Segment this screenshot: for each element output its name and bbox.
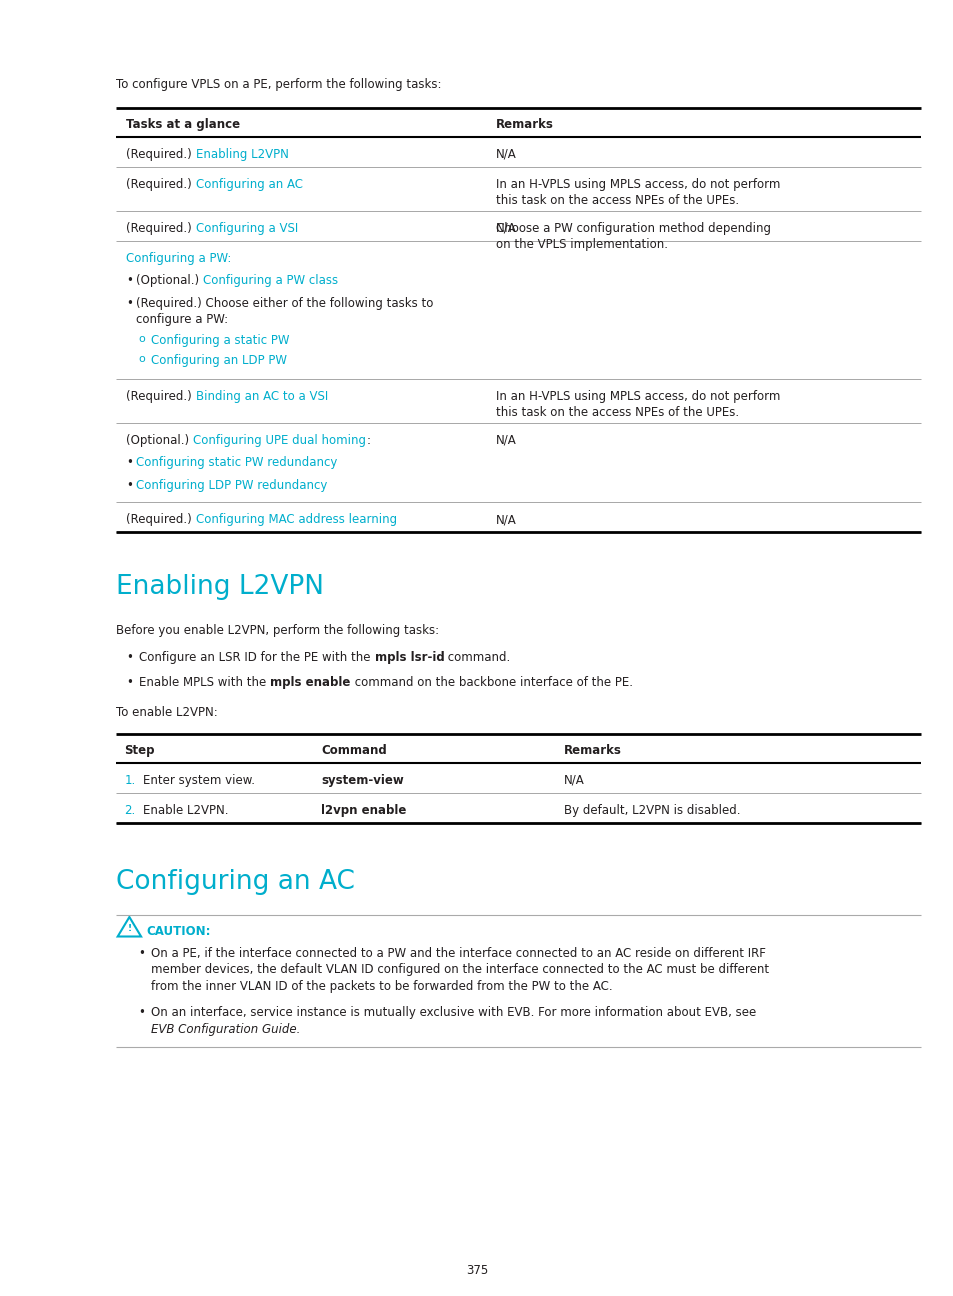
Text: on the VPLS implementation.: on the VPLS implementation. <box>496 238 668 251</box>
Text: (Required.) Choose either of the following tasks to: (Required.) Choose either of the followi… <box>136 297 434 310</box>
Text: Configuring a PW:: Configuring a PW: <box>126 251 232 264</box>
Text: Enable MPLS with the: Enable MPLS with the <box>139 677 270 689</box>
Text: To enable L2VPN:: To enable L2VPN: <box>116 706 218 719</box>
Text: Configuring UPE dual homing: Configuring UPE dual homing <box>193 434 366 447</box>
Text: •: • <box>126 275 133 288</box>
Text: EVB Configuration Guide.: EVB Configuration Guide. <box>152 1023 300 1036</box>
Text: mpls enable: mpls enable <box>270 677 351 689</box>
Text: o: o <box>138 334 145 343</box>
Text: Configuring an LDP PW: Configuring an LDP PW <box>152 355 287 368</box>
Text: Remarks: Remarks <box>563 744 621 757</box>
Text: 375: 375 <box>465 1265 488 1278</box>
Text: member devices, the default VLAN ID configured on the interface connected to the: member devices, the default VLAN ID conf… <box>152 963 769 976</box>
Text: In an H-VPLS using MPLS access, do not perform: In an H-VPLS using MPLS access, do not p… <box>496 390 780 403</box>
Text: N/A: N/A <box>563 774 584 787</box>
Text: CAUTION:: CAUTION: <box>146 925 211 938</box>
Text: Configuring LDP PW redundancy: Configuring LDP PW redundancy <box>136 480 328 492</box>
Text: •: • <box>126 677 133 689</box>
Text: To configure VPLS on a PE, perform the following tasks:: To configure VPLS on a PE, perform the f… <box>116 78 441 91</box>
Text: Binding an AC to a VSI: Binding an AC to a VSI <box>195 390 328 403</box>
Text: •: • <box>126 456 133 469</box>
Text: Configuring a VSI: Configuring a VSI <box>195 222 298 235</box>
Text: command on the backbone interface of the PE.: command on the backbone interface of the… <box>351 677 632 689</box>
Text: :: : <box>366 434 370 447</box>
Text: (Required.): (Required.) <box>126 178 195 191</box>
Text: Enabling L2VPN: Enabling L2VPN <box>195 148 289 161</box>
Text: Enabling L2VPN: Enabling L2VPN <box>116 574 324 600</box>
Text: !: ! <box>127 924 132 933</box>
Text: N/A: N/A <box>496 222 517 235</box>
Text: •: • <box>126 480 133 492</box>
Text: Tasks at a glance: Tasks at a glance <box>126 118 240 131</box>
Text: Enable L2VPN.: Enable L2VPN. <box>143 804 229 816</box>
Text: o: o <box>138 355 145 364</box>
Text: l2vpn enable: l2vpn enable <box>321 804 406 816</box>
Text: command.: command. <box>444 651 510 664</box>
Text: On an interface, service instance is mutually exclusive with EVB. For more infor: On an interface, service instance is mut… <box>152 1007 756 1020</box>
Text: (Required.): (Required.) <box>126 148 195 161</box>
Text: On a PE, if the interface connected to a PW and the interface connected to an AC: On a PE, if the interface connected to a… <box>152 947 765 960</box>
Text: Step: Step <box>124 744 154 757</box>
Text: Configuring an AC: Configuring an AC <box>116 870 355 896</box>
Text: 1.: 1. <box>124 774 135 787</box>
Text: Command: Command <box>321 744 387 757</box>
Text: •: • <box>126 651 133 664</box>
Text: Choose a PW configuration method depending: Choose a PW configuration method dependi… <box>496 222 771 235</box>
Text: (Optional.): (Optional.) <box>136 275 203 288</box>
Text: In an H-VPLS using MPLS access, do not perform: In an H-VPLS using MPLS access, do not p… <box>496 178 780 191</box>
Text: this task on the access NPEs of the UPEs.: this task on the access NPEs of the UPEs… <box>496 194 739 207</box>
Text: N/A: N/A <box>496 434 517 447</box>
Text: N/A: N/A <box>496 148 517 161</box>
Text: this task on the access NPEs of the UPEs.: this task on the access NPEs of the UPEs… <box>496 407 739 420</box>
Text: (Required.): (Required.) <box>126 513 195 526</box>
Text: Configuring a static PW: Configuring a static PW <box>152 334 290 347</box>
Text: mpls lsr-id: mpls lsr-id <box>375 651 444 664</box>
Text: •: • <box>138 1007 145 1020</box>
Text: •: • <box>138 947 145 960</box>
Text: Enter system view.: Enter system view. <box>143 774 255 787</box>
Text: Configuring static PW redundancy: Configuring static PW redundancy <box>136 456 337 469</box>
Text: Before you enable L2VPN, perform the following tasks:: Before you enable L2VPN, perform the fol… <box>116 625 439 638</box>
Text: (Optional.): (Optional.) <box>126 434 193 447</box>
Text: Configuring MAC address learning: Configuring MAC address learning <box>195 513 396 526</box>
Text: (Required.): (Required.) <box>126 390 195 403</box>
Text: Configuring an AC: Configuring an AC <box>195 178 302 191</box>
Text: Remarks: Remarks <box>496 118 554 131</box>
Text: from the inner VLAN ID of the packets to be forwarded from the PW to the AC.: from the inner VLAN ID of the packets to… <box>152 980 613 993</box>
Text: (Required.): (Required.) <box>126 222 195 235</box>
Text: •: • <box>126 297 133 310</box>
Text: Configuring a PW class: Configuring a PW class <box>203 275 338 288</box>
Text: Configure an LSR ID for the PE with the: Configure an LSR ID for the PE with the <box>139 651 375 664</box>
Text: 2.: 2. <box>124 804 135 816</box>
Text: By default, L2VPN is disabled.: By default, L2VPN is disabled. <box>563 804 740 816</box>
Text: configure a PW:: configure a PW: <box>136 314 229 327</box>
Text: N/A: N/A <box>496 513 517 526</box>
Text: system-view: system-view <box>321 774 404 787</box>
